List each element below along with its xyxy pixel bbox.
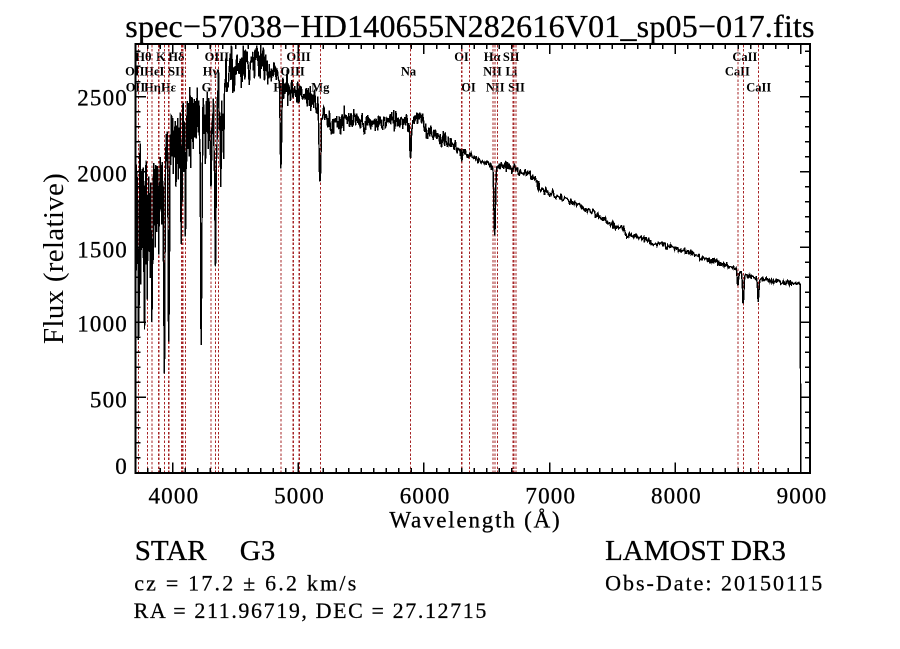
svg-text:OI: OI: [461, 81, 476, 95]
svg-text:Flux (relative): Flux (relative): [38, 173, 70, 344]
svg-text:CaII: CaII: [732, 50, 757, 64]
svg-text:spec−57038−HD140655N282616V01_: spec−57038−HD140655N282616V01_sp05−017.f…: [125, 8, 814, 44]
svg-text:SII: SII: [503, 50, 520, 64]
svg-text:7000: 7000: [525, 484, 576, 509]
svg-text:4000: 4000: [148, 484, 199, 509]
svg-text:G: G: [202, 81, 212, 95]
svg-text:cz = 17.2 ± 6.2 km/s: cz = 17.2 ± 6.2 km/s: [134, 571, 358, 596]
svg-text:OI: OI: [454, 50, 469, 64]
svg-text:G3: G3: [240, 535, 275, 567]
svg-text:1000: 1000: [77, 312, 128, 337]
svg-text:Hδ: Hδ: [168, 50, 185, 64]
svg-text:LAMOST DR3: LAMOST DR3: [605, 535, 786, 567]
svg-text:CaII: CaII: [746, 81, 771, 95]
svg-text:5000: 5000: [274, 484, 325, 509]
svg-text:8000: 8000: [651, 484, 702, 509]
svg-text:1500: 1500: [77, 237, 128, 262]
svg-text:RA = 211.96719, DEC = 27.1271: RA = 211.96719, DEC = 27.12715: [134, 598, 488, 623]
svg-text:Wavelength (Å): Wavelength (Å): [389, 508, 561, 533]
svg-text:Mg: Mg: [311, 81, 330, 95]
svg-text:Li: Li: [505, 65, 517, 79]
svg-text:K: K: [156, 50, 166, 64]
svg-text:SII: SII: [508, 81, 525, 95]
svg-text:Obs-Date: 20150115: Obs-Date: 20150115: [605, 571, 824, 596]
svg-text:STAR: STAR: [135, 535, 207, 567]
svg-text:Na: Na: [401, 65, 417, 79]
svg-text:OIII: OIII: [286, 50, 310, 64]
svg-text:6000: 6000: [400, 484, 451, 509]
svg-text:Hη: Hη: [144, 81, 161, 95]
svg-text:Hα: Hα: [484, 50, 501, 64]
svg-text:2000: 2000: [77, 162, 128, 187]
svg-text:9000: 9000: [777, 484, 828, 509]
svg-text:2500: 2500: [77, 86, 128, 111]
svg-text:0: 0: [115, 454, 128, 479]
svg-text:NII: NII: [486, 81, 505, 95]
svg-text:HeI: HeI: [144, 65, 164, 79]
svg-text:500: 500: [90, 388, 128, 413]
